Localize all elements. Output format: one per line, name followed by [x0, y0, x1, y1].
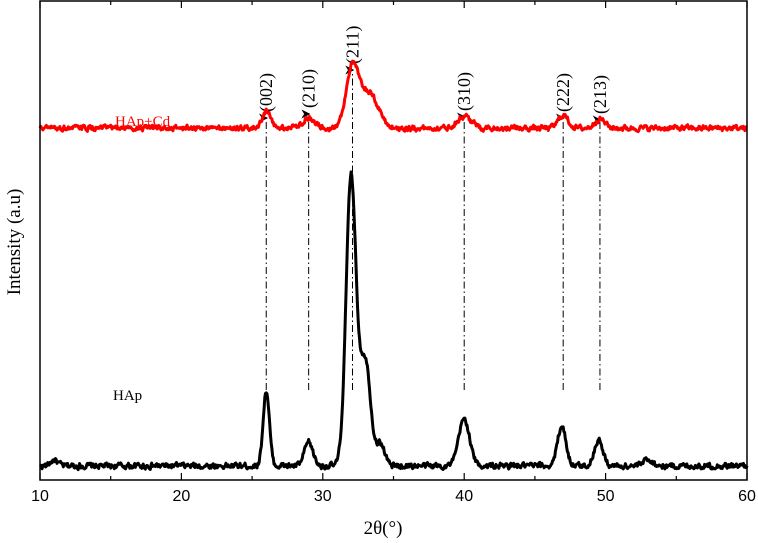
peak-label: (210) — [299, 69, 320, 108]
x-tick-label: 60 — [738, 488, 756, 505]
peak-label: (211) — [342, 26, 363, 64]
x-tick-label: 50 — [597, 488, 615, 505]
series-label-hap: HAp — [113, 388, 142, 404]
x-tick-label: 30 — [314, 488, 332, 505]
plot-frame — [39, 0, 748, 481]
y-axis-title: Intensity (a.u) — [4, 189, 25, 296]
peak-label: (002) — [256, 73, 277, 112]
peak-annotations: (002) (210) (211) (310) (222) (213) — [256, 26, 611, 390]
peak-label: (213) — [590, 75, 611, 114]
x-tick-label: 10 — [31, 488, 49, 505]
peak-label: (310) — [454, 72, 475, 111]
series-line-hap — [38, 170, 749, 472]
series-group — [38, 59, 749, 472]
x-axis: 10 20 30 40 50 60 — [31, 1, 756, 505]
x-tick-label: 20 — [173, 488, 191, 505]
peak-label: (222) — [553, 73, 574, 112]
series-line-hap-cd — [38, 59, 748, 134]
x-tick-label: 40 — [455, 488, 473, 505]
x-axis-title: 2θ(°) — [364, 518, 403, 539]
series-label-hapcd: HAp+Cd — [115, 114, 171, 130]
